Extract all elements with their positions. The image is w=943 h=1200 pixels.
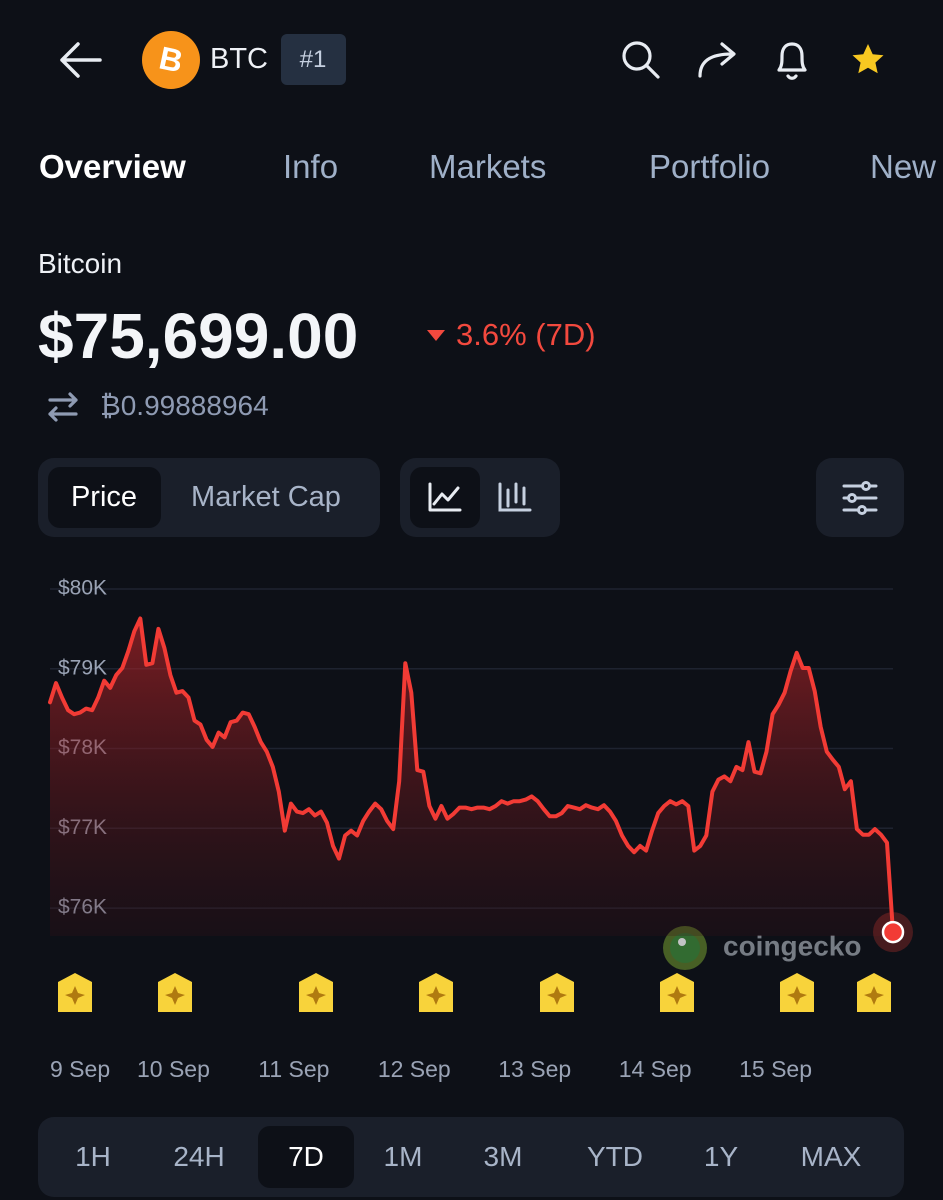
metric-option[interactable]: Market Cap bbox=[191, 481, 341, 513]
watermark-logo bbox=[663, 926, 707, 970]
tab[interactable]: Overview bbox=[39, 148, 186, 185]
event-star bbox=[165, 986, 185, 1005]
x-tick-label: 15 Sep bbox=[739, 1056, 812, 1082]
price: $75,699.00 bbox=[38, 300, 359, 372]
y-tick-label: $79K bbox=[58, 656, 107, 679]
event-star bbox=[864, 986, 884, 1005]
x-tick-label: 12 Sep bbox=[378, 1056, 451, 1082]
range-option[interactable]: 1H bbox=[75, 1141, 111, 1172]
metric-active[interactable] bbox=[48, 467, 161, 528]
price-line bbox=[48, 616, 895, 935]
rank-badge bbox=[281, 34, 346, 85]
x-tick-label: 9 Sep bbox=[50, 1056, 110, 1082]
btc-price: ₿0.99888964 bbox=[100, 390, 269, 421]
x-tick-label: 11 Sep bbox=[258, 1056, 329, 1082]
coin-name: Bitcoin bbox=[38, 248, 123, 279]
price-change: 3.6% (7D) bbox=[456, 317, 596, 352]
coin-logo: B bbox=[142, 31, 200, 89]
event-star bbox=[426, 986, 446, 1005]
favorite-icon[interactable] bbox=[852, 44, 884, 74]
tab[interactable]: Markets bbox=[429, 148, 547, 185]
range-option[interactable]: 3M bbox=[483, 1141, 523, 1172]
current-point bbox=[881, 920, 905, 944]
x-tick-label: 10 Sep bbox=[137, 1056, 210, 1082]
alert-icon[interactable] bbox=[777, 42, 807, 80]
coin-symbol: BTC bbox=[210, 43, 268, 75]
x-tick-label: 13 Sep bbox=[498, 1056, 571, 1082]
event-star bbox=[306, 986, 326, 1005]
event-star bbox=[667, 986, 687, 1005]
range-option[interactable]: 1M bbox=[383, 1141, 423, 1172]
search-icon[interactable] bbox=[622, 41, 660, 79]
event-star bbox=[65, 986, 85, 1005]
range-option[interactable]: YTD bbox=[587, 1141, 643, 1172]
range-option[interactable]: 1Y bbox=[703, 1141, 739, 1172]
y-tick-label: $80K bbox=[58, 577, 107, 600]
line-chart-icon[interactable] bbox=[428, 482, 462, 512]
range-option[interactable]: MAX bbox=[800, 1141, 862, 1172]
down-arrow bbox=[427, 330, 445, 341]
event-markers bbox=[58, 973, 891, 1012]
event-star bbox=[547, 986, 567, 1005]
range-bar bbox=[38, 1117, 904, 1197]
rank: #1 bbox=[299, 46, 327, 73]
tab[interactable]: New bbox=[870, 148, 937, 185]
settings-icon[interactable] bbox=[842, 481, 878, 515]
tab[interactable]: Info bbox=[283, 148, 339, 185]
x-tick-label: 14 Sep bbox=[619, 1056, 692, 1082]
back-icon[interactable] bbox=[60, 42, 102, 78]
metric-option[interactable]: Price bbox=[70, 481, 138, 513]
range-option[interactable]: 7D bbox=[288, 1141, 324, 1172]
event-star bbox=[787, 986, 807, 1005]
share-icon[interactable] bbox=[698, 42, 736, 78]
swap-icon bbox=[48, 392, 78, 422]
candle-chart-icon[interactable] bbox=[498, 482, 532, 512]
tab[interactable]: Portfolio bbox=[649, 148, 771, 185]
price-area bbox=[50, 618, 893, 936]
range-option[interactable]: 24H bbox=[173, 1141, 225, 1172]
range-active[interactable] bbox=[258, 1126, 354, 1188]
